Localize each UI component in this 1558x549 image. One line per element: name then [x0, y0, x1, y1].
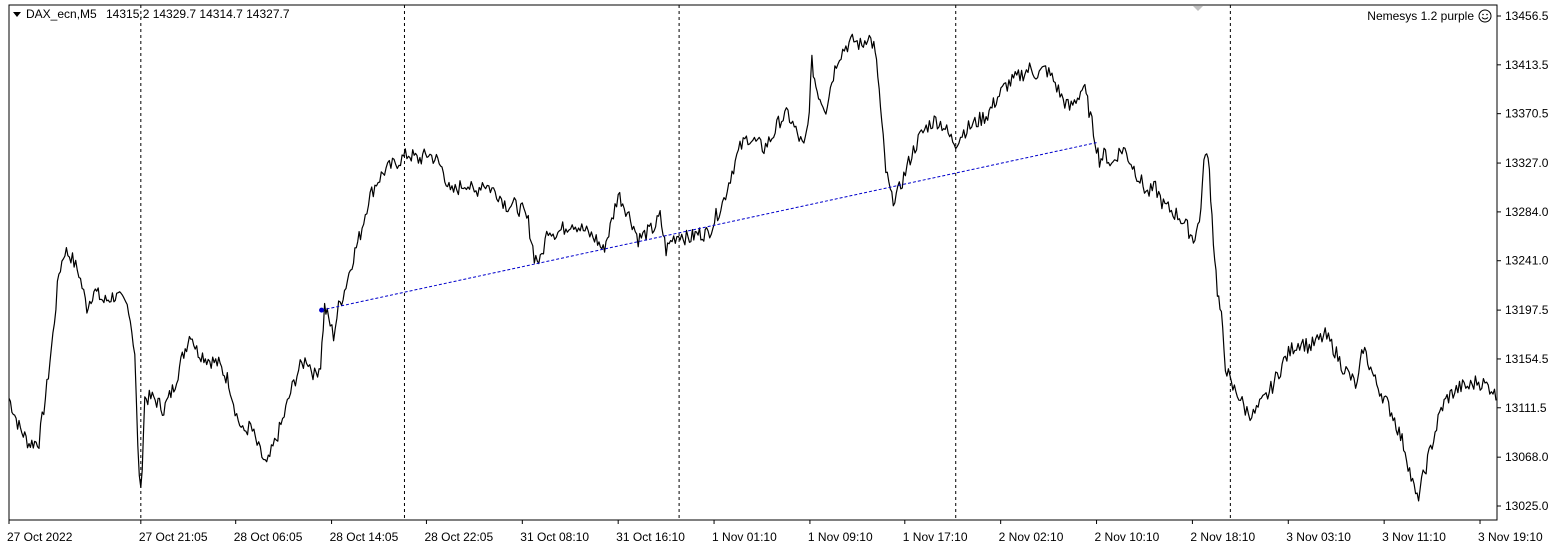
y-tick-label: 13456.5 — [1505, 9, 1549, 23]
indicator-label: Nemesys 1.2 purple — [1367, 9, 1474, 23]
x-tick-label: 27 Oct 21:05 — [139, 530, 208, 544]
smiley-icon[interactable] — [1478, 9, 1492, 23]
x-tick-label: 31 Oct 08:10 — [520, 530, 589, 544]
x-tick-label: 3 Nov 19:10 — [1478, 530, 1543, 544]
x-tick-label: 31 Oct 16:10 — [616, 530, 685, 544]
symbol-label: DAX_ecn,M5 — [26, 7, 97, 21]
ohlc-values: 14315.2 14329.7 14314.7 14327.7 — [106, 7, 290, 21]
x-tick-label: 28 Oct 22:05 — [424, 530, 493, 544]
price-line — [8, 33, 1497, 502]
x-tick-label: 2 Nov 18:10 — [1190, 530, 1255, 544]
price-axis[interactable]: 13025.0 13068.0 13111.5 13154.5 13197.5 13241… — [1497, 9, 1549, 513]
symbol-menu-triangle-icon[interactable] — [13, 12, 21, 17]
x-tick-label: 3 Nov 03:10 — [1286, 530, 1351, 544]
x-tick-label: 2 Nov 02:10 — [999, 530, 1064, 544]
y-tick-label: 13413.5 — [1505, 58, 1549, 72]
x-tick-label: 3 Nov 11:10 — [1382, 530, 1446, 544]
y-tick-label: 13068.0 — [1505, 450, 1549, 464]
x-tick-label: 28 Oct 14:05 — [330, 530, 399, 544]
x-tick-label: 1 Nov 17:10 — [903, 530, 968, 544]
y-tick-label: 13111.5 — [1505, 401, 1547, 415]
x-tick-label: 1 Nov 01:10 — [712, 530, 777, 544]
time-axis[interactable]: 27 Oct 2022 27 Oct 21:05 28 Oct 06:05 28 Oc… — [7, 520, 1543, 544]
y-tick-label: 13197.5 — [1505, 303, 1549, 317]
y-tick-label: 13284.0 — [1505, 205, 1549, 219]
y-tick-label: 13370.5 — [1505, 107, 1549, 121]
y-tick-label: 13025.0 — [1505, 499, 1549, 513]
y-tick-label: 13327.0 — [1505, 156, 1549, 170]
shift-marker-icon[interactable] — [1193, 6, 1203, 11]
y-tick-label: 13154.5 — [1505, 352, 1549, 366]
session-separators — [140, 5, 1231, 520]
trend-line[interactable] — [321, 142, 1097, 311]
y-tick-label: 13241.0 — [1505, 254, 1549, 268]
trend-line-start-handle[interactable] — [319, 307, 325, 313]
x-tick-label: 1 Nov 09:10 — [808, 530, 873, 544]
x-tick-label: 28 Oct 06:05 — [234, 530, 303, 544]
x-tick-label: 2 Nov 10:10 — [1095, 530, 1160, 544]
plot-frame — [8, 4, 1498, 521]
x-tick-label: 27 Oct 2022 — [7, 530, 73, 544]
